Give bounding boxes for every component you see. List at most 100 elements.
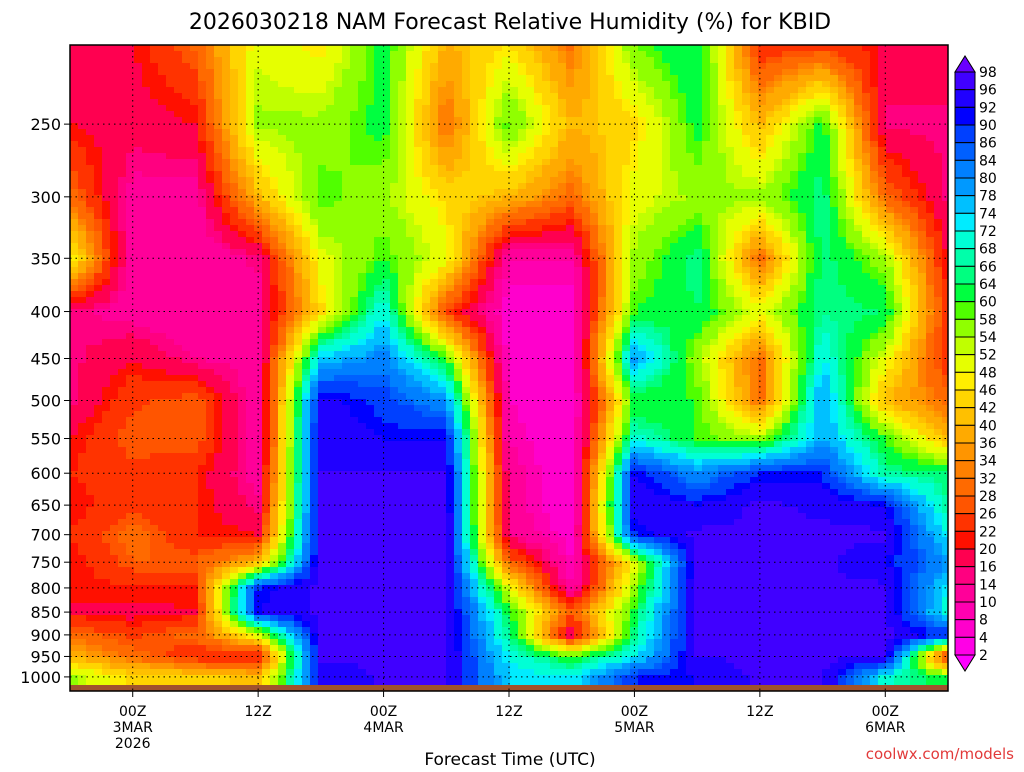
- rh-cell: [454, 87, 463, 94]
- rh-cell: [822, 123, 831, 130]
- rh-cell: [590, 87, 599, 94]
- rh-cell: [342, 279, 351, 286]
- rh-cell: [918, 243, 927, 250]
- rh-cell: [262, 219, 271, 226]
- rh-cell: [102, 285, 111, 292]
- rh-cell: [886, 231, 895, 238]
- rh-cell: [918, 99, 927, 106]
- rh-cell: [758, 129, 767, 136]
- rh-cell: [438, 183, 447, 190]
- rh-cell: [902, 267, 911, 274]
- rh-cell: [566, 129, 575, 136]
- rh-cell: [894, 81, 903, 88]
- rh-cell: [246, 129, 255, 136]
- rh-cell: [454, 237, 463, 244]
- rh-cell: [190, 159, 199, 166]
- rh-cell: [726, 207, 735, 214]
- rh-cell: [198, 147, 207, 154]
- rh-cell: [878, 309, 887, 316]
- rh-cell: [590, 45, 599, 52]
- rh-cell: [454, 165, 463, 172]
- rh-cell: [182, 69, 191, 76]
- rh-cell: [326, 237, 335, 244]
- rh-cell: [270, 219, 279, 226]
- rh-cell: [174, 165, 183, 172]
- rh-cell: [102, 255, 111, 262]
- rh-cell: [598, 93, 607, 100]
- rh-cell: [70, 249, 79, 256]
- rh-cell: [470, 159, 479, 166]
- rh-cell: [430, 75, 439, 82]
- rh-cell: [774, 87, 783, 94]
- rh-cell: [566, 75, 575, 82]
- rh-cell: [270, 201, 279, 208]
- rh-cell: [166, 177, 175, 184]
- rh-cell: [598, 51, 607, 58]
- rh-cell: [366, 195, 375, 202]
- rh-cell: [294, 45, 303, 52]
- rh-cell: [798, 111, 807, 118]
- rh-cell: [70, 129, 79, 136]
- rh-cell: [870, 57, 879, 64]
- rh-cell: [534, 123, 543, 130]
- rh-cell: [350, 81, 359, 88]
- rh-cell: [238, 129, 247, 136]
- rh-cell: [566, 177, 575, 184]
- rh-cell: [158, 129, 167, 136]
- rh-cell: [598, 123, 607, 130]
- rh-cell: [814, 111, 823, 118]
- rh-cell: [766, 129, 775, 136]
- rh-cell: [182, 117, 191, 124]
- rh-cell: [390, 195, 399, 202]
- rh-cell: [518, 63, 527, 70]
- rh-cell: [414, 165, 423, 172]
- rh-cell: [622, 267, 631, 274]
- rh-cell: [166, 291, 175, 298]
- rh-cell: [742, 231, 751, 238]
- rh-cell: [222, 189, 231, 196]
- rh-cell: [430, 231, 439, 238]
- rh-cell: [758, 309, 767, 316]
- rh-cell: [406, 123, 415, 130]
- rh-cell: [102, 153, 111, 160]
- rh-cell: [534, 267, 543, 274]
- rh-cell: [726, 123, 735, 130]
- rh-cell: [118, 207, 127, 214]
- rh-cell: [854, 75, 863, 82]
- rh-cell: [342, 207, 351, 214]
- rh-cell: [398, 51, 407, 58]
- rh-cell: [294, 219, 303, 226]
- rh-cell: [182, 51, 191, 58]
- rh-cell: [270, 111, 279, 118]
- rh-cell: [158, 273, 167, 280]
- rh-cell: [726, 117, 735, 124]
- rh-cell: [398, 279, 407, 286]
- rh-cell: [262, 105, 271, 112]
- rh-cell: [286, 45, 295, 52]
- rh-cell: [590, 171, 599, 178]
- rh-cell: [478, 243, 487, 250]
- rh-cell: [238, 69, 247, 76]
- rh-cell: [894, 183, 903, 190]
- rh-cell: [678, 207, 687, 214]
- rh-cell: [110, 105, 119, 112]
- rh-cell: [270, 279, 279, 286]
- rh-cell: [830, 285, 839, 292]
- rh-cell: [102, 291, 111, 298]
- rh-cell: [326, 213, 335, 220]
- rh-cell: [526, 153, 535, 160]
- rh-cell: [318, 183, 327, 190]
- rh-cell: [494, 243, 503, 250]
- rh-cell: [478, 309, 487, 316]
- rh-cell: [806, 285, 815, 292]
- rh-cell: [446, 297, 455, 304]
- rh-cell: [710, 141, 719, 148]
- rh-cell: [254, 171, 263, 178]
- rh-cell: [126, 315, 135, 322]
- rh-cell: [350, 303, 359, 310]
- rh-cell: [894, 135, 903, 142]
- rh-cell: [326, 165, 335, 172]
- rh-cell: [894, 69, 903, 76]
- rh-cell: [798, 75, 807, 82]
- rh-cell: [606, 195, 615, 202]
